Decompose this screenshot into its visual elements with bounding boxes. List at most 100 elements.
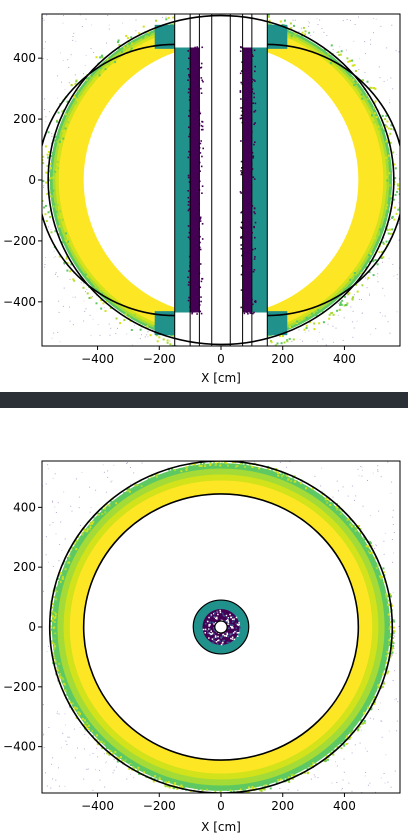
- speckle: [396, 183, 399, 186]
- speckle: [214, 630, 217, 632]
- speckle: [292, 338, 295, 341]
- speckle: [76, 89, 79, 92]
- speckle: [270, 341, 273, 344]
- speckle: [290, 480, 293, 482]
- speckle: [195, 126, 198, 128]
- speckle: [388, 644, 391, 646]
- speckle: [53, 633, 56, 636]
- speckle: [54, 662, 57, 665]
- speckle: [210, 630, 212, 632]
- noise-point: [89, 486, 91, 488]
- speckle: [349, 59, 352, 62]
- speckle: [118, 44, 121, 46]
- speckle: [254, 247, 256, 250]
- speckle: [277, 474, 280, 477]
- speckle: [240, 160, 243, 163]
- speckle: [75, 98, 78, 101]
- speckle: [222, 633, 225, 636]
- speckle: [132, 488, 135, 491]
- noise-point: [44, 109, 45, 110]
- noise-point: [75, 40, 77, 42]
- speckle: [187, 176, 190, 179]
- speckle: [270, 340, 272, 342]
- noise-point: [393, 552, 395, 554]
- speckle: [267, 783, 270, 786]
- speckle: [52, 655, 55, 658]
- speckle: [211, 638, 214, 640]
- speckle: [194, 196, 196, 199]
- noise-point: [135, 19, 137, 21]
- speckle: [373, 559, 376, 562]
- speckle: [226, 619, 229, 621]
- speckle: [222, 639, 224, 642]
- speckle: [209, 633, 212, 635]
- speckle: [368, 541, 371, 544]
- speckle: [267, 14, 270, 16]
- speckle: [385, 594, 388, 597]
- speckle: [253, 96, 255, 99]
- speckle: [225, 794, 227, 796]
- noise-point: [394, 770, 396, 772]
- speckle: [201, 238, 204, 240]
- speckle: [116, 756, 119, 759]
- outer-boundary: [47, 14, 395, 346]
- speckle: [138, 32, 141, 35]
- speckle: [187, 68, 189, 70]
- speckle: [167, 781, 170, 784]
- speckle: [199, 67, 202, 69]
- speckle: [339, 301, 342, 304]
- x-tick-label: −400: [81, 352, 114, 366]
- speckle: [349, 732, 352, 735]
- noise-point: [314, 475, 316, 477]
- speckle: [315, 311, 318, 314]
- noise-point: [84, 310, 86, 312]
- speckle: [230, 637, 232, 640]
- noise-point: [369, 717, 371, 719]
- speckle: [253, 92, 255, 95]
- speckle: [172, 334, 175, 337]
- noise-point: [261, 467, 263, 469]
- speckle: [230, 625, 232, 628]
- noise-point: [47, 464, 49, 466]
- speckle: [188, 231, 191, 234]
- speckle: [197, 283, 200, 286]
- speckle: [240, 236, 243, 238]
- speckle: [188, 150, 190, 153]
- noise-point: [126, 778, 128, 780]
- noise-point: [336, 782, 338, 783]
- speckle: [209, 624, 211, 626]
- speckle: [241, 788, 244, 791]
- noise-point: [393, 648, 395, 650]
- speckle: [51, 152, 54, 155]
- noise-point: [398, 626, 400, 627]
- speckle: [188, 88, 190, 90]
- speckle: [108, 747, 111, 750]
- speckle: [200, 128, 203, 131]
- speckle: [385, 114, 388, 117]
- speckle: [190, 83, 192, 86]
- noise-point: [58, 767, 59, 769]
- speckle: [251, 88, 254, 90]
- noise-point: [62, 60, 64, 61]
- speckle: [199, 216, 202, 219]
- speckle: [398, 193, 400, 196]
- speckle: [345, 304, 348, 306]
- noise-point: [78, 507, 80, 509]
- speckle: [188, 109, 191, 112]
- noise-point: [110, 481, 112, 483]
- speckle: [328, 313, 331, 316]
- speckle: [204, 464, 207, 466]
- noise-point: [361, 475, 363, 477]
- speckle: [244, 465, 246, 468]
- speckle: [239, 91, 242, 93]
- noise-point: [42, 18, 44, 19]
- speckle: [182, 468, 185, 471]
- noise-point: [378, 66, 380, 68]
- speckle: [241, 254, 243, 257]
- speckle: [238, 632, 240, 634]
- speckle: [388, 190, 391, 193]
- speckle: [359, 267, 362, 270]
- detector-bands: [49, 461, 396, 796]
- speckle: [227, 617, 230, 619]
- speckle: [197, 154, 199, 157]
